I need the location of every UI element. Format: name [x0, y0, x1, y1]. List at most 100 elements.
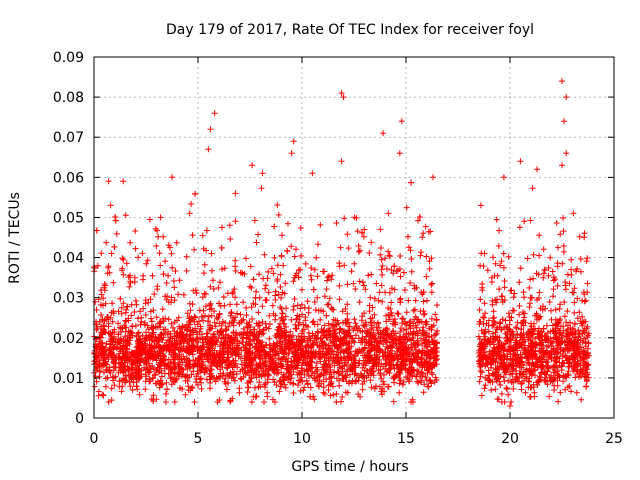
data-point — [148, 318, 155, 325]
data-point — [183, 253, 190, 260]
data-point — [507, 287, 514, 294]
data-point — [205, 318, 212, 325]
data-point — [333, 220, 340, 226]
data-point — [398, 118, 405, 125]
data-point — [397, 352, 404, 359]
data-point — [317, 353, 324, 360]
data-point — [389, 336, 396, 343]
data-point — [115, 320, 122, 327]
data-point — [362, 362, 369, 369]
data-point — [125, 366, 132, 372]
data-point — [523, 366, 530, 373]
data-point — [336, 260, 343, 267]
data-point — [378, 375, 385, 382]
y-axis-label: ROTI / TECUs — [7, 192, 23, 284]
data-point — [191, 319, 198, 325]
x-tick-label: 0 — [90, 431, 99, 447]
data-point — [413, 373, 420, 380]
data-point — [111, 243, 118, 250]
data-point — [223, 386, 230, 393]
data-point — [321, 268, 328, 275]
data-point — [255, 309, 262, 316]
data-point — [209, 341, 216, 348]
data-point — [406, 369, 413, 376]
x-axis-label: GPS time / hours — [291, 459, 408, 475]
data-point — [105, 356, 112, 363]
data-point — [477, 296, 484, 303]
data-point — [207, 376, 214, 383]
data-point — [198, 353, 205, 360]
data-point — [392, 337, 399, 344]
data-point — [423, 273, 430, 280]
data-point — [509, 376, 516, 383]
data-point — [259, 170, 266, 177]
data-point — [157, 214, 164, 221]
data-point — [382, 255, 389, 262]
data-point — [509, 355, 516, 362]
data-point — [360, 282, 367, 289]
data-point — [323, 286, 330, 293]
data-point — [560, 360, 567, 367]
data-point — [142, 300, 149, 307]
data-point — [305, 309, 312, 316]
data-point — [547, 353, 553, 360]
data-point — [180, 338, 187, 345]
data-point — [318, 326, 325, 333]
data-point — [211, 331, 217, 337]
data-point — [301, 384, 308, 391]
data-point — [390, 362, 397, 369]
data-point — [309, 319, 316, 326]
data-point — [410, 399, 416, 405]
data-point — [131, 309, 138, 315]
data-point — [382, 360, 389, 367]
data-point — [503, 385, 510, 391]
data-point — [388, 299, 395, 306]
data-point — [117, 295, 124, 302]
data-point — [190, 287, 197, 294]
data-point — [407, 325, 414, 332]
data-point — [542, 337, 549, 344]
data-point — [428, 315, 435, 322]
data-point — [555, 244, 561, 251]
data-point — [315, 241, 321, 248]
data-point — [431, 379, 438, 386]
data-point — [410, 329, 417, 336]
data-point — [100, 302, 106, 309]
data-point — [341, 362, 348, 369]
data-point — [404, 374, 411, 381]
data-point — [383, 361, 390, 368]
data-point — [169, 347, 176, 354]
data-point — [194, 343, 201, 350]
data-point — [559, 332, 566, 339]
data-point — [212, 323, 219, 330]
data-point — [262, 285, 269, 292]
data-point — [127, 328, 134, 335]
data-point — [150, 366, 157, 373]
data-point — [164, 293, 171, 300]
data-point — [122, 379, 129, 386]
data-point — [277, 383, 284, 390]
data-point — [94, 365, 100, 372]
data-point — [434, 340, 440, 347]
data-point — [371, 311, 378, 318]
data-point — [406, 322, 413, 329]
data-point — [539, 306, 546, 313]
data-point — [129, 366, 136, 373]
data-point — [259, 355, 266, 362]
data-point — [140, 272, 147, 279]
data-point — [367, 315, 374, 322]
data-point — [301, 359, 308, 366]
data-point — [388, 267, 395, 273]
data-point — [345, 327, 352, 334]
data-point — [297, 225, 304, 231]
data-point — [574, 360, 581, 367]
data-point — [325, 345, 332, 352]
data-point — [202, 312, 208, 319]
data-point — [167, 330, 174, 337]
data-point — [181, 356, 188, 363]
data-point — [385, 305, 392, 311]
data-point — [285, 340, 292, 347]
data-point — [503, 363, 509, 370]
data-point — [171, 297, 178, 304]
data-point — [93, 227, 100, 234]
